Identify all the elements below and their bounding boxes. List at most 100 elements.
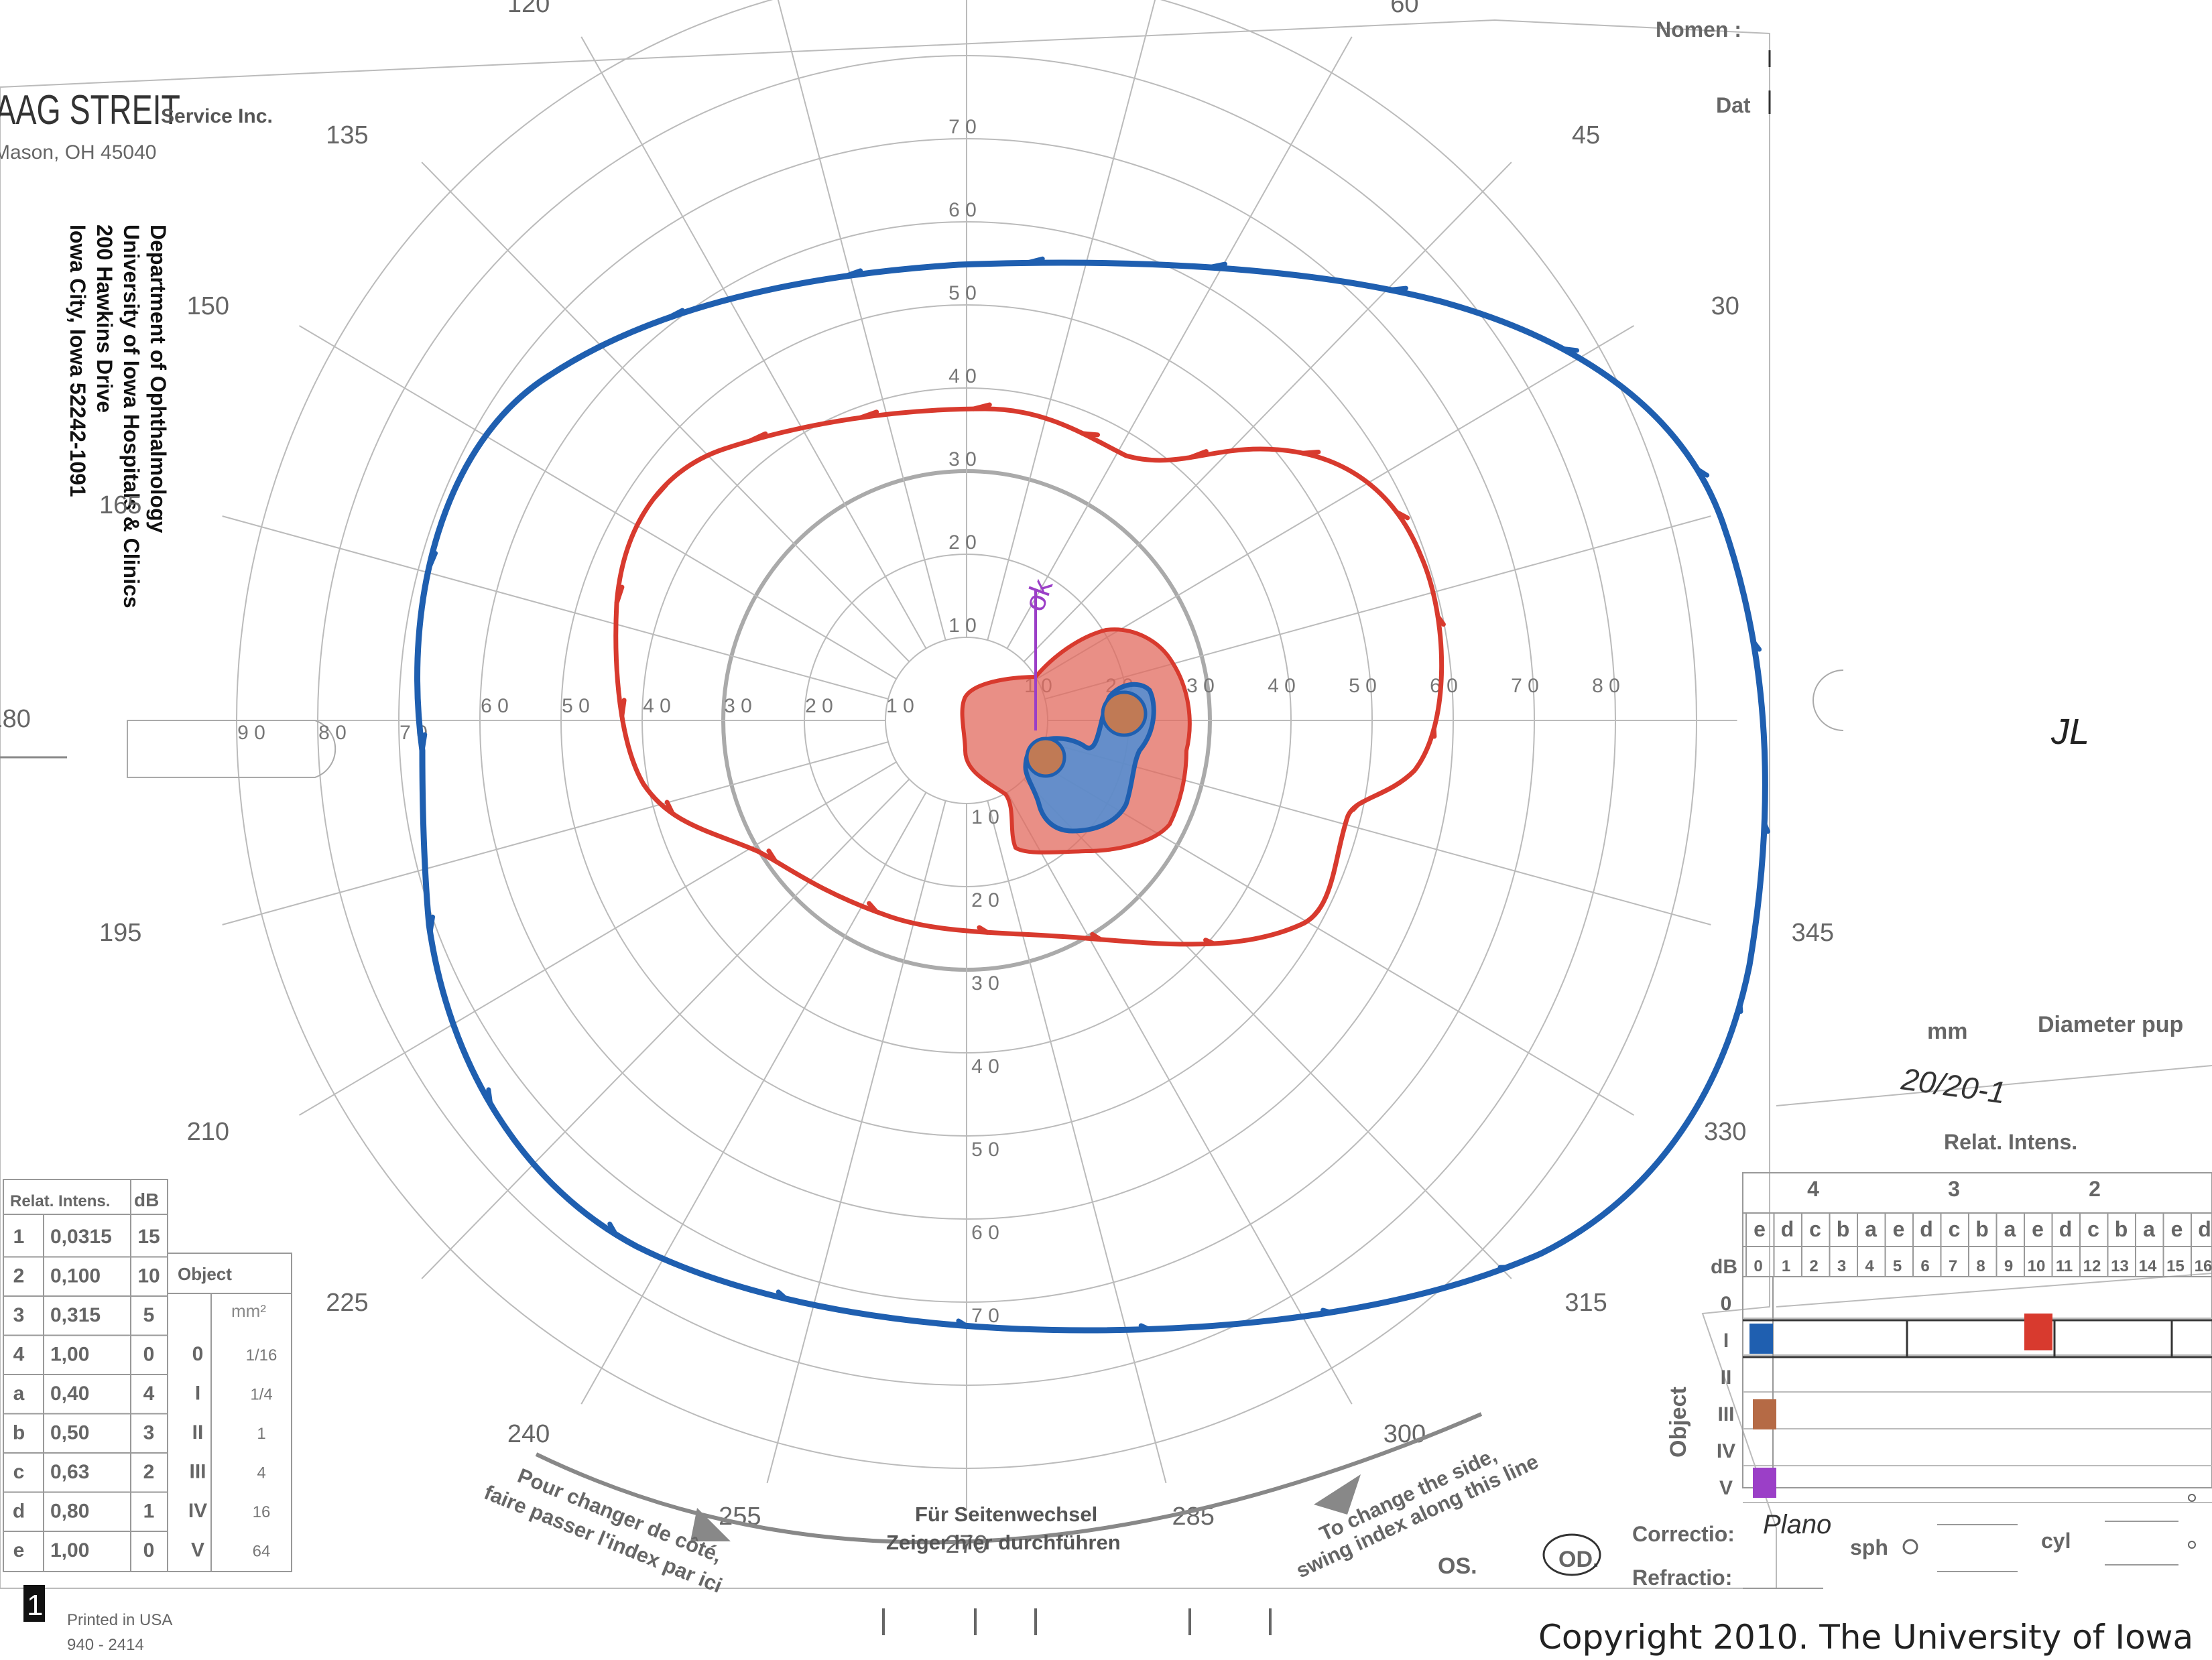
svg-text:200 Hawkins Drive: 200 Hawkins Drive: [93, 225, 117, 413]
correctio-value: Plano: [1763, 1510, 1831, 1539]
svg-text:d: d: [1781, 1217, 1794, 1241]
stimulus-mark-red: [2024, 1314, 2052, 1350]
svg-text:d: d: [2198, 1217, 2211, 1241]
svg-text:2: 2: [143, 1461, 155, 1483]
initials-handwritten: JL: [2050, 712, 2089, 752]
svg-text:4: 4: [257, 1464, 265, 1482]
svg-text:0: 0: [143, 1539, 155, 1561]
vscale-up-20: 2 0: [948, 531, 977, 554]
svg-text:V: V: [1719, 1477, 1733, 1499]
correctio-label: Correctio:: [1632, 1522, 1735, 1546]
svg-text:0,63: 0,63: [50, 1461, 89, 1483]
angle-label-345: 345: [1792, 919, 1834, 947]
svg-text:Object: Object: [178, 1264, 232, 1284]
hscale-left-80: 8 0: [318, 722, 347, 744]
svg-text:1,00: 1,00: [50, 1344, 89, 1366]
instruction-de-1: Für Seitenwechsel: [915, 1503, 1097, 1526]
angle-label-180: 180: [0, 705, 31, 733]
svg-text:II: II: [1721, 1366, 1732, 1389]
arrow-right-icon: [1314, 1474, 1361, 1515]
grid-meridian-165: [222, 515, 889, 700]
svg-text:5: 5: [1893, 1257, 1902, 1275]
svg-text:4: 4: [13, 1344, 25, 1366]
vscale-up-60: 6 0: [948, 199, 977, 221]
hscale-right-60: 6 0: [1430, 675, 1458, 697]
vscale-down-10: 1 0: [971, 806, 999, 828]
svg-text:b: b: [13, 1422, 25, 1444]
svg-text:0: 0: [1721, 1293, 1732, 1315]
arrow-left-icon: [690, 1508, 731, 1541]
angle-label-240: 240: [507, 1420, 550, 1448]
angle-label-270: 270: [945, 1531, 987, 1559]
svg-text:64: 64: [253, 1543, 271, 1561]
svg-text:3: 3: [1948, 1177, 1960, 1201]
svg-text:0,80: 0,80: [50, 1501, 89, 1523]
svg-text:a: a: [2004, 1217, 2016, 1241]
stimulus-mark-brown: [1753, 1399, 1776, 1429]
svg-text:1: 1: [13, 1226, 25, 1248]
grid-meridian-135: [421, 162, 910, 663]
grid-meridian-225: [421, 778, 910, 1279]
svg-text:4: 4: [1807, 1177, 1819, 1201]
blind-spot-left: [1025, 737, 1066, 778]
svg-text:dB: dB: [134, 1190, 159, 1210]
angle-label-315: 315: [1564, 1289, 1607, 1317]
svg-text:c: c: [13, 1461, 25, 1483]
svg-text:III: III: [1717, 1403, 1734, 1425]
printed-in-usa: Printed in USA: [67, 1611, 172, 1629]
svg-text:1: 1: [143, 1501, 155, 1523]
angle-label-150: 150: [187, 292, 229, 320]
svg-text:3: 3: [1837, 1257, 1846, 1275]
svg-text:c: c: [1949, 1217, 1961, 1241]
instruction-de-2: Zeiger hier durchführen: [886, 1531, 1121, 1554]
svg-text:a: a: [13, 1383, 25, 1405]
svg-text:11: 11: [2056, 1257, 2073, 1275]
svg-text:Iowa City, Iowa 52242-1091: Iowa City, Iowa 52242-1091: [66, 225, 90, 497]
vscale-up-10: 1 0: [948, 615, 977, 637]
grid-meridian-105: [777, 0, 946, 641]
grid-meridian-120: [580, 36, 927, 649]
grid-meridian-285: [987, 800, 1167, 1484]
stimulus-mark-purple: [1753, 1468, 1776, 1498]
angle-label-120: 120: [507, 0, 550, 18]
vscale-down-70: 7 0: [971, 1305, 999, 1327]
svg-text:III: III: [189, 1461, 206, 1483]
svg-text:IV: IV: [188, 1500, 207, 1522]
svg-text:4: 4: [1865, 1257, 1874, 1275]
relat-intens-label: Relat. Intens.: [1944, 1130, 2077, 1154]
svg-text:0,100: 0,100: [50, 1265, 101, 1287]
svg-text:7: 7: [1949, 1257, 1957, 1275]
svg-text:2: 2: [2089, 1177, 2101, 1201]
grid-meridian-195: [222, 741, 889, 925]
svg-text:1: 1: [257, 1425, 265, 1443]
grid-meridian-60: [1006, 36, 1353, 649]
svg-text:8: 8: [1976, 1257, 1985, 1275]
sph-sign-icon: [1902, 1539, 1918, 1555]
object-legend-table: Object mm² 0 1/16 I 1/4 II 1 III 4 IV 16 V 64: [167, 1253, 292, 1572]
stimulus-mark-blue: [1749, 1324, 1773, 1354]
bottom-ticks: [882, 1608, 1272, 1635]
svg-text:4: 4: [143, 1383, 155, 1405]
sph-label: sph: [1850, 1535, 1888, 1559]
intensity-legend-table: Relat. Intens. dB 1 0,0315 152 0,100 103 0,31…: [3, 1179, 168, 1572]
company-logo-text: AAG STREIT: [0, 86, 180, 133]
svg-text:3: 3: [13, 1304, 25, 1326]
svg-text:I: I: [1723, 1330, 1729, 1352]
svg-text:16: 16: [253, 1503, 271, 1521]
svg-text:Relat. Intens.: Relat. Intens.: [10, 1192, 110, 1210]
hscale-right-40: 4 0: [1268, 675, 1296, 697]
svg-text:0,50: 0,50: [50, 1422, 89, 1444]
blind-spot-right: [1101, 690, 1148, 737]
angle-label-210: 210: [187, 1118, 229, 1146]
vscale-down-50: 5 0: [971, 1139, 999, 1161]
grid-meridian-210: [298, 761, 897, 1116]
grid-meridian-150: [298, 325, 897, 680]
angle-label-30: 30: [1711, 292, 1739, 320]
svg-text:e: e: [2032, 1217, 2044, 1241]
refractio-label: Refractio:: [1632, 1566, 1732, 1590]
grid-meridian-255: [766, 800, 946, 1484]
svg-text:1: 1: [1782, 1257, 1790, 1275]
hscale-left-50: 5 0: [562, 695, 590, 717]
object-axis-label: Object: [1666, 1387, 1691, 1458]
svg-text:II: II: [192, 1421, 204, 1444]
